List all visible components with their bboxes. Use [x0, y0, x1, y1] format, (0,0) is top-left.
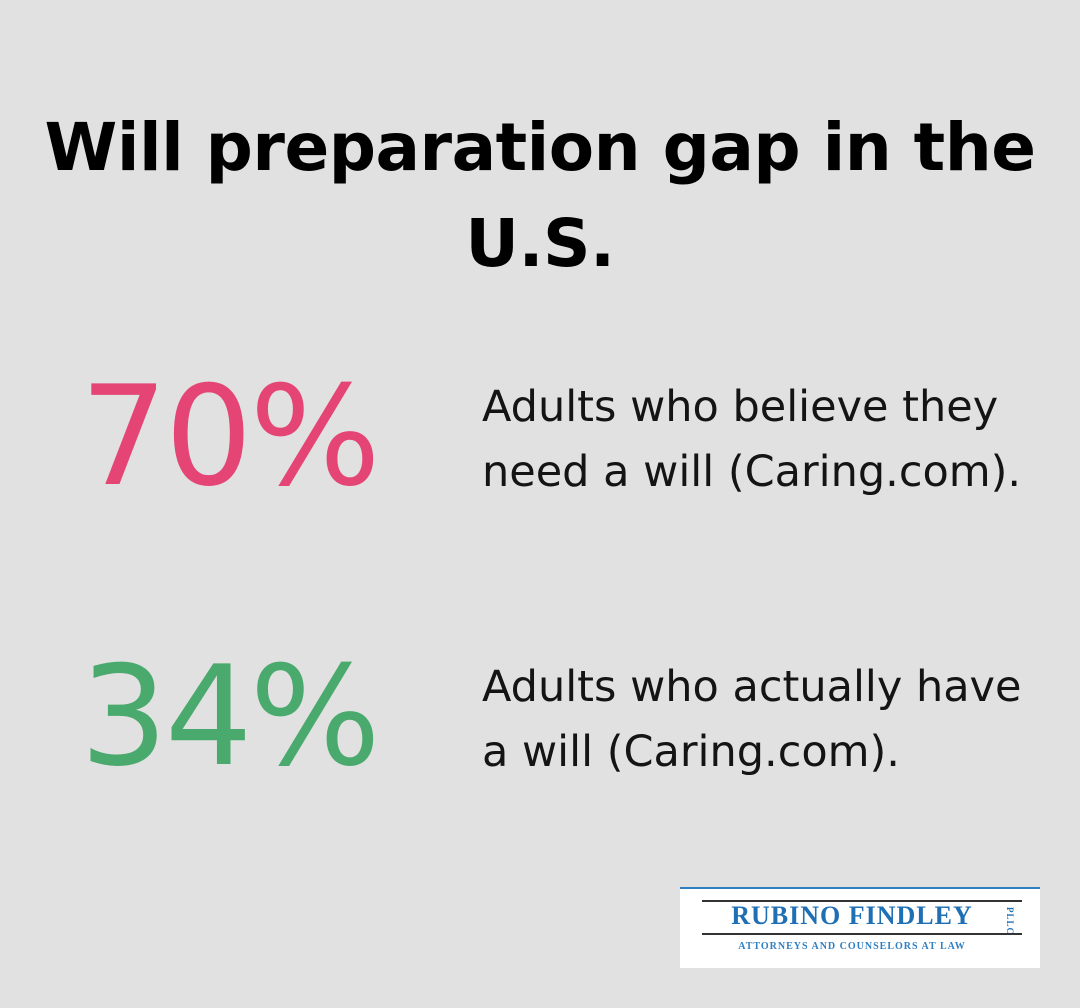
logo-tagline: ATTORNEYS AND COUNSELORS AT LAW — [738, 941, 966, 952]
stat-value-have: 34% — [80, 636, 381, 797]
logo-rule-bottom — [702, 933, 1022, 935]
stat-description-believe: Adults who believe they need a will (Car… — [482, 382, 1022, 497]
stat-description-have: Adults who actually have a will (Caring.… — [482, 662, 1022, 777]
firm-logo: RUBINO FINDLEY PLLC ATTORNEYS AND COUNSE… — [680, 887, 1040, 968]
logo-suffix: PLLC — [1005, 907, 1015, 936]
page-title: Will preparation gap in the U.S. — [44, 109, 1036, 282]
logo-firm-name: RUBINO FINDLEY — [731, 901, 973, 930]
stat-value-believe: 70% — [80, 356, 381, 517]
logo-rule-top — [702, 900, 1022, 902]
